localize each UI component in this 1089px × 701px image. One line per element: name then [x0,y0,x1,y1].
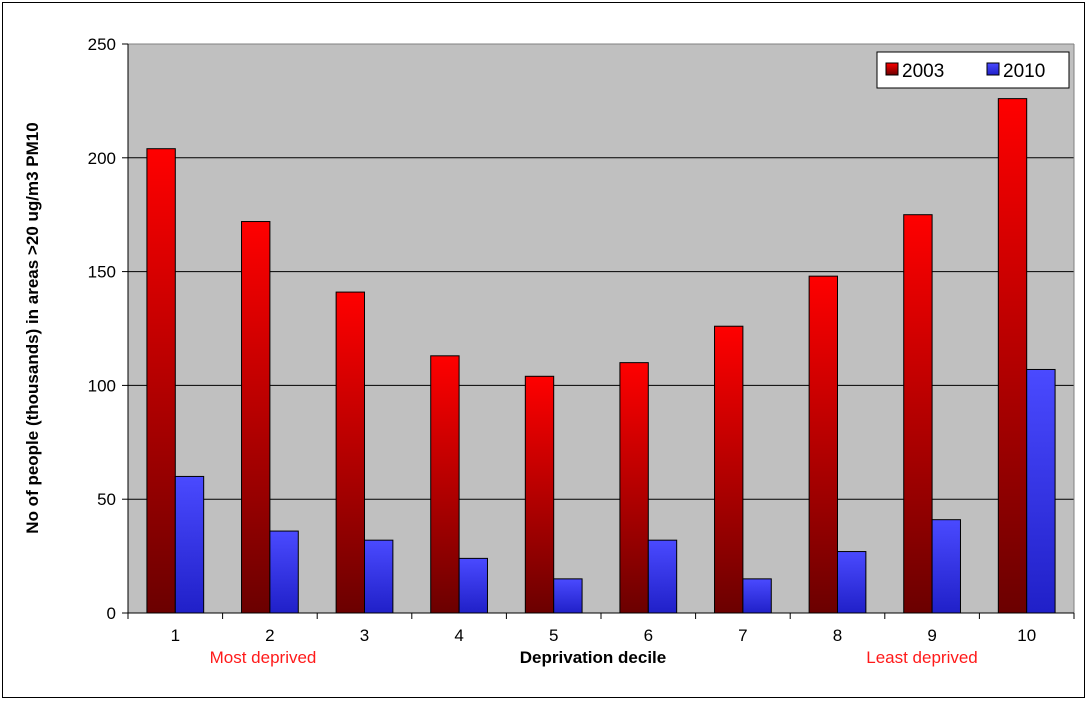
y-tick-label: 100 [88,376,116,395]
x-tick-label: 9 [927,626,936,645]
x-tick-label: 3 [360,626,369,645]
bar-2003-decile-6 [619,362,649,614]
x-tick-label: 8 [833,626,842,645]
bar-2003-decile-4 [430,355,460,614]
bar-2010-decile-5 [553,578,583,614]
y-tick-label: 250 [88,35,116,54]
annotation-least-deprived: Least deprived [866,648,978,667]
legend-swatch-2010 [986,62,1000,76]
legend: 2003 2010 [876,51,1070,89]
annotation-most-deprived: Most deprived [210,648,317,667]
bar-2003-decile-10 [997,98,1028,614]
bar-2003-decile-8 [808,275,838,614]
bar-2010-decile-7 [742,578,772,614]
y-tick-label: 150 [88,263,116,282]
x-tick-label: 6 [644,626,653,645]
legend-label-2010: 2010 [1003,61,1045,82]
x-tick-label: 7 [738,626,747,645]
y-axis-title: No of people (thousands) in areas >20 ug… [23,122,42,533]
bar-2010-decile-3 [364,539,394,614]
legend-box [876,51,1070,89]
bar-2003-decile-3 [335,291,365,614]
bar-2010-decile-4 [458,557,488,614]
bar-2003-decile-7 [714,325,744,614]
bar-2010-decile-8 [837,551,867,614]
bar-2003-decile-5 [524,375,555,614]
y-tick-label: 50 [97,490,116,509]
bar-2003-decile-1 [146,148,176,614]
bar-2010-decile-9 [931,519,961,614]
bars [146,98,1056,614]
bar-2010-decile-1 [174,475,205,614]
bar-2003-decile-9 [903,214,933,614]
bar-2010-decile-10 [1026,368,1056,614]
x-tick-label: 10 [1017,626,1036,645]
bar-2010-decile-6 [647,539,678,614]
x-axis-title: Deprivation decile [520,648,666,667]
x-tick-label: 1 [171,626,180,645]
axes [122,43,1075,619]
legend-swatch-2003 [885,62,899,76]
x-tick-label: 5 [549,626,558,645]
x-tick-label: 4 [454,626,463,645]
y-tick-labels: 0 50 100 150 200 250 [88,35,116,623]
x-tick-labels: 1 2 3 4 5 6 7 8 9 10 [171,626,1037,645]
legend-label-2003: 2003 [902,61,944,82]
bar-2003-decile-2 [241,221,271,614]
x-tick-label: 2 [265,626,274,645]
y-tick-label: 200 [88,149,116,168]
y-tick-label: 0 [107,604,116,623]
bar-2010-decile-2 [269,530,299,614]
